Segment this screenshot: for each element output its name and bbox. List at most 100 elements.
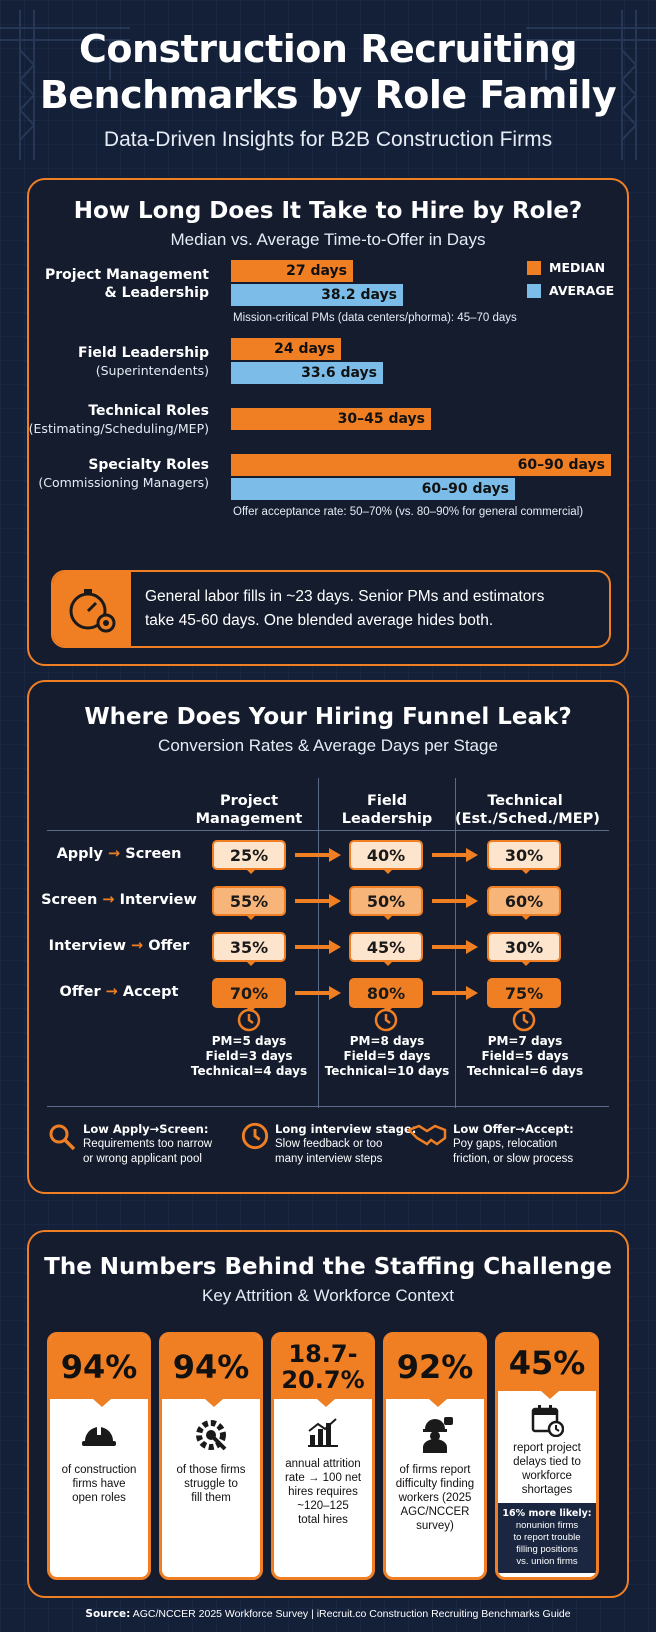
funnel-panel: Where Does Your Hiring Funnel Leak? Conv… [27,680,629,1194]
stage-from: Apply [56,846,103,862]
crane-left-icon [0,10,130,160]
issue-text: or wrong applicant pool [83,1153,202,1165]
time-to-hire-title: How Long Does It Take to Hire by Role? [73,198,583,224]
rate-cell: 55% [212,886,286,920]
issue-title: Long interview stage: [275,1122,417,1136]
stat-card: 18.7- 20.7% annual attrition rate → 100 ne… [271,1332,375,1580]
insight-text: General labor fills in ~23 days. Senior … [131,585,544,633]
stat-extra-line: to report trouble [513,1532,581,1543]
stat-text: annual attrition rate → 100 net hires requ… [274,1449,372,1527]
rate-cell: 35% [212,932,286,966]
header-divider [47,830,609,831]
legend-average-swatch [527,283,541,298]
flow-arrow-icon [295,848,341,862]
rate-cell: 75% [487,978,561,1012]
role-name: Technical Roles [88,403,209,419]
days-line: Field=5 days [481,1049,569,1063]
stage-label: Offer → Accept [39,984,199,1000]
search-icon [49,1124,76,1151]
flow-arrow-icon [432,894,478,908]
hardhat-icon [50,1415,148,1455]
insight-line-2: take 45-60 days. One blended average hid… [145,612,494,629]
flow-arrow-icon [432,848,478,862]
stat-line: workforce [522,1470,572,1482]
stats-title: The Numbers Behind the Staffing Challeng… [44,1254,612,1280]
role-label-technical: Technical Roles (Estimating/Scheduling/M… [29,402,209,437]
stopwatch-gear-icon [53,572,131,646]
column-head-line: (Est./Sched./MEP) [455,811,600,827]
note-pm: Mission-critical PMs (data centers/phorm… [233,312,517,324]
time-to-hire-panel: How Long Does It Take to Hire by Role? M… [27,178,629,666]
stat-value-line: 18.7- [288,1340,358,1368]
legend-average-label: AVERAGE [549,283,615,298]
bar-median-specialty: 60–90 days [231,454,611,476]
bar-median-field: 24 days [231,338,341,360]
stat-line: of construction [61,1464,137,1476]
legend-average: AVERAGE [527,283,614,298]
page-header: Construction Recruiting Benchmarks by Ro… [0,0,656,170]
page-subtitle: Data-Driven Insights for B2B Constructio… [103,128,553,151]
insight-callout: General labor fills in ~23 days. Senior … [51,570,611,648]
legend-median-label: MEDIAN [549,260,606,275]
stat-line: shortages [521,1484,573,1496]
role-sub: (Superintendents) [95,363,209,378]
stage-arrow: → [102,892,115,908]
stat-line: report project [513,1442,581,1454]
worker-icon [386,1415,484,1455]
days-line: PM=5 days [211,1034,287,1048]
column-head-line: Field [366,793,408,809]
stat-value-line: 20.7% [281,1366,365,1394]
column-divider [318,778,319,1108]
stat-line: ~120–125 [297,1500,349,1512]
issue-text: many interview steps [275,1153,383,1165]
stat-text: report project delays tied to workforce sho… [498,1437,596,1497]
handshake-icon [407,1124,447,1146]
footer-divider [47,1106,609,1107]
stage-label: Apply → Screen [39,846,199,862]
stage-from: Offer [59,984,101,1000]
stat-card: 92% of firms report difficulty finding wor… [383,1332,487,1580]
role-name: Specialty Roles [88,457,209,473]
stat-value: 45% [498,1335,596,1399]
stage-from: Interview [48,938,126,954]
days-line: Technical=4 days [190,1064,308,1078]
stat-card: 94% of those firms struggle to fill them [159,1332,263,1580]
stat-card: 45% report project delays tied to workforc… [495,1332,599,1580]
source-footer: Source: AGC/NCCER 2025 Workforce Survey … [0,1608,656,1620]
issue-apply-screen: Low Apply→Screen: Requirements too narrow… [47,1122,212,1167]
chart-legend: MEDIAN AVERAGE [527,260,614,306]
column-head-line: Management [195,811,303,827]
stat-value: 92% [386,1335,484,1407]
column-head-pm: Project Management [179,792,319,828]
flow-arrow-icon [432,940,478,954]
stage-to: Offer [148,938,190,954]
stage-arrow: → [131,938,144,954]
rate-cell: 30% [487,840,561,874]
days-line: PM=8 days [349,1034,425,1048]
issue-text: friction, or slow process [453,1153,574,1165]
days-field: PM=8 days Field=5 days Technical=10 days [317,1034,457,1079]
stat-line: survey) [416,1520,454,1532]
issue-title: Low Offer→Accept: [453,1122,574,1136]
source-text: AGC/NCCER 2025 Workforce Survey | iRecru… [132,1608,571,1620]
rate-cell: 40% [349,840,423,874]
flow-arrow-icon [432,986,478,1000]
stat-line: of firms report [399,1464,471,1476]
clock-icon [512,1008,536,1032]
clock-icon [237,1008,261,1032]
stat-line: firms have [72,1478,126,1490]
insight-line-1: General labor fills in ~23 days. Senior … [145,588,545,605]
stat-line: open roles [72,1492,126,1504]
column-divider [455,778,456,1108]
gear-wrench-icon [162,1415,260,1455]
days-line: Field=5 days [343,1049,431,1063]
stat-line: AGC/NCCER [400,1506,470,1518]
flow-arrow-icon [295,940,341,954]
page-title: Construction Recruiting Benchmarks by Ro… [0,26,656,118]
days-line: Technical=10 days [324,1064,450,1078]
stat-text: of construction firms have open roles [50,1455,148,1505]
rate-cell: 60% [487,886,561,920]
stat-card: 94% of construction firms have open roles [47,1332,151,1580]
title-line-1: Construction Recruiting [78,27,578,71]
stat-line: workers (2025 [398,1492,472,1504]
